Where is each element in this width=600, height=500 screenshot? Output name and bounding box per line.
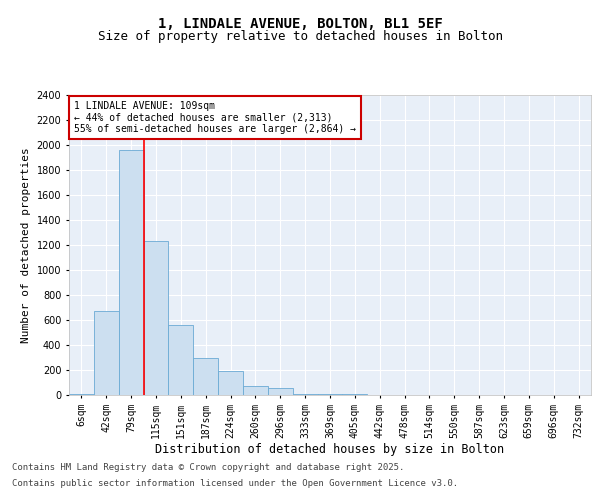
Bar [317,394,343,395]
Bar [268,388,293,395]
Bar [69,394,94,395]
Text: Size of property relative to detached houses in Bolton: Size of property relative to detached ho… [97,30,503,43]
Bar [143,242,169,395]
Bar [193,358,218,395]
Text: Contains HM Land Registry data © Crown copyright and database right 2025.: Contains HM Land Registry data © Crown c… [12,464,404,472]
Y-axis label: Number of detached properties: Number of detached properties [21,147,31,343]
Text: Contains public sector information licensed under the Open Government Licence v3: Contains public sector information licen… [12,478,458,488]
Bar [169,325,193,395]
Bar [293,394,317,395]
Bar [119,150,143,395]
Bar [94,311,119,395]
Bar [343,394,367,395]
Text: 1 LINDALE AVENUE: 109sqm
← 44% of detached houses are smaller (2,313)
55% of sem: 1 LINDALE AVENUE: 109sqm ← 44% of detach… [74,101,356,134]
Bar [243,386,268,395]
Text: 1, LINDALE AVENUE, BOLTON, BL1 5EF: 1, LINDALE AVENUE, BOLTON, BL1 5EF [158,18,442,32]
Bar [218,371,243,395]
X-axis label: Distribution of detached houses by size in Bolton: Distribution of detached houses by size … [155,444,505,456]
